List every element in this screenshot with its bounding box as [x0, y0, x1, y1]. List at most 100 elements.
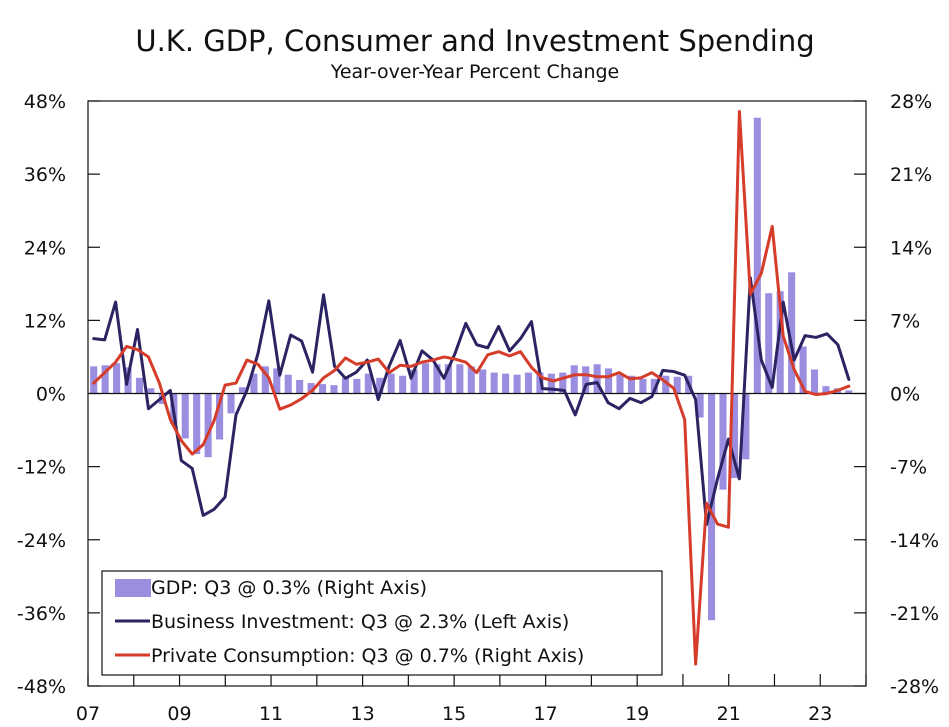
- x-axis: 07 09 11 13 15 17 19 21 23: [76, 674, 867, 725]
- right-tick-label: -7%: [890, 457, 927, 479]
- gdp-bar-2011Q3: [296, 379, 304, 394]
- right-tick-label: 0%: [890, 384, 920, 406]
- left-tick-label: 24%: [24, 237, 66, 259]
- gdp-bar-2017Q1: [547, 373, 555, 394]
- left-tick-label: -48%: [17, 676, 66, 698]
- right-tick-label: 7%: [890, 310, 920, 332]
- gdp-bar-2011Q1: [273, 368, 281, 394]
- gdp-bar-2008Q2: [147, 388, 155, 394]
- x-tick-label: 19: [625, 703, 649, 725]
- gdp-bar-2011Q2: [284, 374, 292, 394]
- x-tick-label: 23: [808, 703, 832, 725]
- series-lines: [92, 109, 851, 666]
- gdp-bar-2019Q4: [673, 376, 681, 394]
- business-investment-line: [92, 276, 851, 527]
- gdp-bar-2015Q1: [456, 364, 464, 394]
- gdp-bar-2016Q4: [536, 372, 544, 394]
- gdp-bar-2018Q4: [627, 375, 635, 394]
- left-tick-label: -36%: [17, 603, 66, 625]
- gdp-bar-2023Q3: [845, 390, 853, 394]
- left-axis: 48% 36% 24% 12% 0% -12% -24% -36% -48%: [17, 91, 100, 698]
- right-tick-label: 28%: [890, 91, 932, 113]
- left-tick-label: 12%: [24, 310, 66, 332]
- x-tick-label: 11: [259, 703, 283, 725]
- gdp-bar-2008Q1: [135, 377, 144, 394]
- gdp-bar-2020Q4: [719, 393, 727, 490]
- gdp-bar-2010Q2: [238, 387, 246, 394]
- left-tick-label: 0%: [36, 384, 66, 406]
- gdp-bar-2019Q3: [662, 375, 670, 394]
- gdp-bar-2022Q1: [776, 291, 784, 394]
- right-tick-label: -28%: [890, 676, 939, 698]
- gdp-bar-2011Q4: [307, 383, 315, 394]
- left-tick-label: 36%: [24, 164, 66, 186]
- x-tick-label: 07: [76, 703, 100, 725]
- gdp-bar-2007Q3: [113, 363, 121, 394]
- right-tick-label: -14%: [890, 530, 939, 552]
- x-tick-label: 09: [167, 703, 191, 725]
- gdp-bar-2012Q3: [341, 377, 349, 394]
- legend-gdp-swatch: [115, 579, 151, 597]
- gdp-bar-2022Q3: [799, 346, 807, 394]
- x-tick-label: 13: [350, 703, 374, 725]
- legend-gdp-label: GDP: Q3 @ 0.3% (Right Axis): [151, 577, 427, 599]
- x-tick-label: 17: [534, 703, 558, 725]
- gdp-bar-2017Q2: [559, 372, 567, 394]
- legend-private-consumption-label: Private Consumption: Q3 @ 0.7% (Right Ax…: [151, 645, 584, 667]
- gdp-bar-2007Q1: [90, 366, 98, 394]
- private-consumption-line: [92, 109, 851, 666]
- gdp-bar-2013Q4: [399, 375, 407, 394]
- gdp-bar-2021Q2: [742, 393, 750, 460]
- gdp-bars: [90, 117, 853, 621]
- chart-subtitle: Year-over-Year Percent Change: [330, 61, 620, 83]
- gdp-bar-2021Q4: [765, 293, 773, 394]
- gdp-bar-2016Q2: [513, 374, 521, 394]
- gdp-bar-2007Q2: [101, 365, 109, 394]
- left-tick-label: 48%: [24, 91, 66, 113]
- gdp-bar-2018Q1: [593, 364, 601, 394]
- x-tick-label: 21: [717, 703, 741, 725]
- gdp-bar-2010Q1: [227, 393, 235, 414]
- legend-business-investment-label: Business Investment: Q3 @ 2.3% (Left Axi…: [151, 611, 569, 633]
- gdp-bar-2012Q2: [330, 385, 338, 394]
- gdp-bar-2017Q4: [582, 366, 590, 394]
- gdp-bar-2018Q2: [605, 368, 613, 394]
- left-tick-label: -24%: [17, 530, 66, 552]
- gdp-bar-2010Q3: [250, 373, 258, 394]
- gdp-bar-2009Q3: [204, 393, 212, 458]
- right-tick-label: 21%: [890, 164, 932, 186]
- gdp-bar-2016Q3: [524, 372, 533, 394]
- gdp-bar-2015Q4: [490, 372, 498, 394]
- left-tick-label: -12%: [17, 457, 66, 479]
- legend: GDP: Q3 @ 0.3% (Right Axis) Business Inv…: [101, 570, 663, 676]
- gdp-bar-2012Q1: [319, 384, 327, 394]
- gdp-bar-2009Q4: [216, 393, 224, 440]
- gdp-bar-2010Q4: [261, 366, 269, 394]
- gdp-bar-2019Q1: [639, 378, 647, 394]
- gdp-bar-2022Q4: [810, 369, 819, 394]
- gdp-bar-2009Q2: [193, 393, 201, 455]
- gdp-bar-2023Q1: [822, 386, 830, 394]
- gdp-bar-2022Q2: [788, 272, 796, 394]
- gdp-bar-2014Q1: [410, 369, 418, 394]
- gdp-bar-2021Q1: [730, 393, 738, 479]
- x-tick-label: 15: [442, 703, 466, 725]
- chart-title: U.K. GDP, Consumer and Investment Spendi…: [135, 24, 814, 58]
- gdp-bar-2014Q3: [433, 364, 441, 394]
- gdp-bar-2013Q3: [387, 373, 395, 394]
- gdp-bar-2021Q3: [753, 117, 761, 394]
- gdp-bar-2017Q3: [570, 365, 578, 394]
- right-tick-label: -21%: [890, 603, 939, 625]
- right-tick-label: 14%: [890, 237, 932, 259]
- gdp-bar-2019Q2: [650, 378, 658, 394]
- right-axis: 28% 21% 14% 7% 0% -7% -14% -21% -28%: [854, 91, 939, 698]
- gdp-bar-2014Q4: [444, 364, 452, 394]
- gdp-bar-2020Q2: [696, 393, 704, 418]
- gdp-bar-2012Q4: [353, 378, 361, 394]
- legend-box: [101, 570, 663, 676]
- gdp-bar-2013Q2: [376, 377, 384, 394]
- gdp-bar-2018Q3: [616, 374, 624, 394]
- gdp-bar-2015Q2: [467, 366, 475, 394]
- gdp-bar-2015Q3: [479, 369, 487, 394]
